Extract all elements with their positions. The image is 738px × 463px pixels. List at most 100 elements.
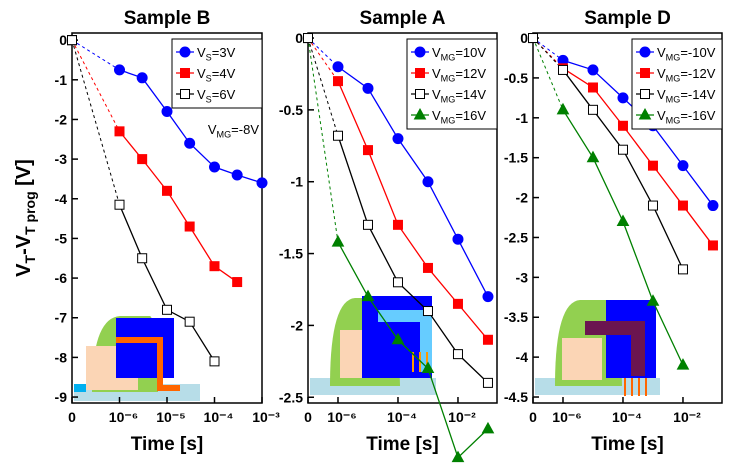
origin-segment bbox=[307, 37, 339, 243]
panel-title: Sample D bbox=[584, 8, 671, 29]
origin-segment bbox=[71, 39, 120, 205]
marker bbox=[617, 120, 628, 131]
marker bbox=[137, 253, 148, 264]
y-tick-label: -1 bbox=[516, 110, 529, 126]
marker bbox=[392, 277, 403, 288]
x-tick-label: 10⁻⁶ bbox=[109, 409, 138, 425]
panel: Sample A0-0.5-1-1.5-2-2.50 10⁻⁶ 10⁻⁴ 10⁻²Ti… bbox=[279, 8, 498, 463]
y-tick-label: 0 bbox=[295, 30, 303, 46]
marker bbox=[391, 332, 405, 345]
marker bbox=[556, 102, 570, 115]
x-axis-label: Time [s] bbox=[366, 434, 439, 455]
x-tick-label: 0 bbox=[304, 409, 312, 425]
marker bbox=[421, 361, 435, 374]
marker bbox=[617, 144, 628, 155]
annotation: VMG=-8V bbox=[208, 122, 259, 139]
marker bbox=[67, 35, 77, 46]
legend-label: VMG=14V bbox=[432, 87, 486, 104]
x-tick-label: 10⁻⁴ bbox=[387, 409, 417, 425]
series-line bbox=[118, 130, 238, 283]
y-tick-label: -3 bbox=[55, 151, 68, 167]
marker bbox=[332, 130, 343, 141]
x-tick-label: 10⁻⁴ bbox=[204, 409, 234, 425]
marker bbox=[256, 177, 268, 189]
legend-label: VMG=-16V bbox=[657, 108, 716, 125]
marker bbox=[640, 68, 650, 78]
marker bbox=[184, 221, 195, 232]
x-tick-label: 10⁻⁶ bbox=[327, 409, 356, 425]
marker bbox=[452, 233, 464, 245]
marker bbox=[231, 169, 243, 181]
marker bbox=[640, 89, 650, 99]
x-tick-label: 10⁻² bbox=[673, 409, 701, 425]
marker bbox=[161, 106, 173, 118]
y-tick-label: -9 bbox=[55, 389, 68, 405]
marker bbox=[180, 89, 190, 99]
origin-segment bbox=[532, 37, 564, 111]
marker bbox=[184, 316, 195, 327]
marker bbox=[332, 61, 344, 73]
y-tick-label: -3 bbox=[516, 269, 529, 285]
marker bbox=[362, 82, 374, 94]
marker bbox=[677, 264, 688, 275]
y-tick-label: -4 bbox=[55, 191, 68, 207]
y-tick-label: -0.5 bbox=[279, 102, 303, 118]
legend-label: VMG=10V bbox=[432, 45, 486, 62]
y-tick-label: -1 bbox=[55, 72, 68, 88]
marker bbox=[451, 450, 465, 463]
marker bbox=[331, 235, 345, 247]
marker bbox=[528, 33, 538, 44]
marker bbox=[676, 358, 690, 370]
origin-segment bbox=[71, 39, 120, 132]
marker bbox=[617, 92, 629, 104]
marker bbox=[414, 46, 426, 58]
x-axis-label: Time [s] bbox=[591, 434, 664, 455]
marker bbox=[481, 421, 495, 434]
marker bbox=[452, 349, 463, 360]
y-tick-label: -1.5 bbox=[279, 246, 303, 262]
y-tick-label: 0 bbox=[520, 30, 528, 46]
marker bbox=[677, 200, 688, 211]
plot-frame bbox=[307, 32, 498, 404]
marker bbox=[209, 261, 220, 272]
panel-title: Sample A bbox=[360, 8, 446, 29]
marker bbox=[452, 298, 463, 309]
marker bbox=[232, 277, 243, 288]
marker bbox=[482, 377, 493, 388]
panel-title: Sample B bbox=[124, 8, 211, 29]
marker bbox=[179, 46, 191, 58]
x-tick-label: 10⁻⁶ bbox=[552, 409, 581, 425]
panel: Sample B0-1-2-3-4-5-6-7-8-90 10⁻⁶ 10⁻⁵ 10⁻⁴… bbox=[13, 8, 280, 455]
marker bbox=[415, 68, 425, 78]
marker bbox=[114, 199, 125, 210]
y-tick-label: -2 bbox=[516, 190, 529, 206]
y-tick-label: -6 bbox=[55, 270, 68, 286]
marker bbox=[136, 72, 148, 84]
marker bbox=[362, 145, 373, 156]
marker bbox=[413, 107, 427, 120]
y-tick-label: -2.5 bbox=[279, 389, 303, 405]
y-tick-label: -7 bbox=[55, 310, 68, 326]
y-tick-label: -1 bbox=[291, 174, 304, 190]
marker bbox=[557, 64, 568, 75]
legend: VMG=10V VMG=12V VMG=14V VMG=16V bbox=[406, 38, 498, 130]
marker bbox=[303, 33, 313, 44]
legend-label: VMG=-14V bbox=[657, 87, 716, 104]
inset-b bbox=[74, 316, 200, 401]
marker bbox=[114, 126, 125, 137]
legend-label: VS=3V bbox=[197, 45, 236, 62]
marker bbox=[422, 262, 433, 273]
legend-label: VS=4V bbox=[197, 66, 236, 83]
marker bbox=[180, 68, 190, 78]
marker bbox=[707, 240, 718, 251]
marker bbox=[616, 214, 630, 227]
y-tick-label: -2.5 bbox=[504, 229, 528, 245]
marker bbox=[587, 82, 598, 93]
origin-segment bbox=[307, 37, 339, 82]
y-tick-label: -4 bbox=[516, 349, 529, 365]
series-line bbox=[337, 66, 489, 297]
legend: VS=3V VS=4V VS=6V bbox=[171, 38, 263, 109]
marker bbox=[647, 160, 658, 171]
legend-label: VMG=16V bbox=[432, 108, 486, 125]
marker bbox=[209, 161, 220, 173]
